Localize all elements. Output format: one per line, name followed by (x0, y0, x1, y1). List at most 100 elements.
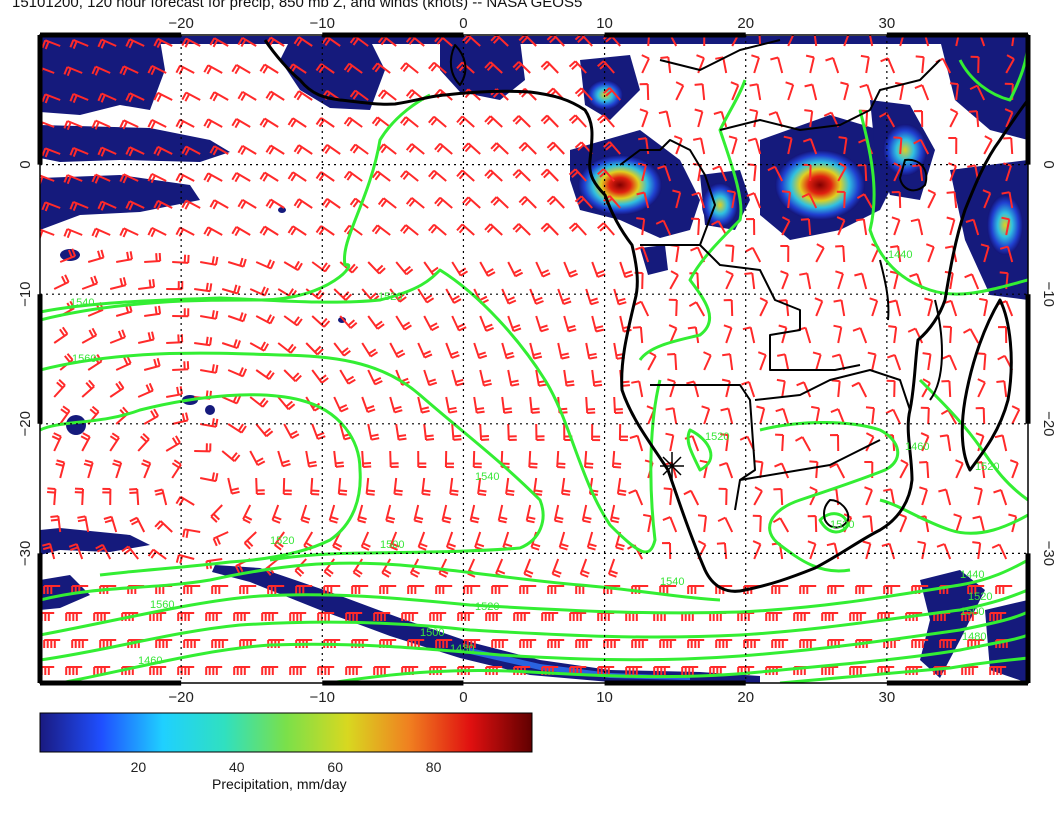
wind-barb (557, 288, 572, 306)
wind-barb (283, 315, 303, 327)
wind-barb (339, 369, 356, 385)
wind-barb (662, 516, 678, 533)
wind-barb (239, 585, 257, 594)
wind-barb (603, 141, 621, 155)
wind-barb (47, 487, 57, 506)
wind-barb (337, 477, 348, 496)
wind-barb (661, 35, 678, 47)
contour-line (918, 378, 1028, 502)
wind-barb (175, 172, 195, 183)
wind-barb (259, 171, 279, 182)
precip-streak (212, 565, 760, 683)
wind-barb (221, 450, 241, 462)
wind-barb (746, 192, 762, 209)
lon-tick-label-bottom: 20 (737, 689, 754, 706)
wind-barb (249, 396, 269, 408)
wind-barb (138, 278, 156, 290)
colorbar-ticks: 20 40 60 80 (131, 759, 442, 775)
wind-barb (949, 108, 959, 128)
wind-barb (116, 251, 133, 263)
wind-barb (212, 531, 229, 547)
wind-barb (462, 142, 481, 155)
wind-barb (175, 64, 195, 75)
wind-barb (200, 256, 219, 266)
border (659, 39, 781, 71)
wind-barb (999, 245, 1014, 263)
wind-barb (967, 585, 985, 594)
wind-barb (265, 198, 285, 209)
wind-barb (668, 324, 678, 344)
wind-barb (890, 245, 902, 263)
wind-barb (153, 91, 173, 103)
contour-line (858, 109, 1028, 296)
wind-barb (321, 35, 341, 47)
wind-barb (512, 61, 531, 74)
wind-barb (389, 450, 399, 468)
wind-barb (462, 196, 481, 209)
wind-barb (591, 423, 601, 442)
wind-barb (265, 144, 285, 155)
wind-barb (63, 66, 83, 77)
wind-barb (647, 35, 651, 47)
wind-barb (691, 191, 706, 209)
wind-barb (194, 443, 212, 453)
lon-tick-label-bottom: −10 (310, 689, 335, 706)
wind-barb (805, 54, 815, 74)
contour-label: 1480 (450, 643, 474, 655)
wind-barb (994, 434, 1008, 452)
wind-barb (939, 434, 952, 452)
wind-barb (856, 193, 874, 209)
wind-barb (283, 423, 300, 439)
wind-barb (81, 275, 99, 290)
wind-barb (783, 135, 793, 155)
wind-barb (445, 342, 460, 359)
wind-barb (315, 171, 335, 182)
wind-barb (434, 142, 453, 155)
wind-barb (717, 516, 734, 533)
contour-label: 1520 (270, 535, 294, 547)
wind-barb (451, 261, 469, 277)
wind-barb (914, 84, 930, 101)
wind-barb (619, 261, 634, 279)
wind-barb (323, 585, 341, 594)
wind-barb (745, 246, 762, 263)
contour-line (40, 393, 362, 577)
wind-barb (53, 326, 69, 344)
wind-barb (859, 83, 874, 101)
wind-barb (417, 342, 433, 359)
wind-barb (137, 433, 150, 452)
wind-barb (785, 81, 795, 101)
wind-barb (812, 351, 822, 371)
wind-barb (660, 56, 672, 74)
wind-barb (867, 351, 877, 371)
map-area: 1540 1520 1560 1540 1520 1560 1540 1520 1500 1480… (40, 35, 1028, 683)
border (640, 244, 861, 371)
wind-barb (765, 612, 783, 621)
wind-barb (445, 396, 458, 414)
wind-barb (381, 558, 392, 578)
wind-barb (807, 515, 818, 533)
wind-barb (417, 450, 427, 468)
contour-label: 1540 (475, 471, 499, 483)
wind-barb (490, 142, 509, 155)
wind-barb (920, 406, 930, 425)
wind-barb (972, 541, 982, 560)
wind-barb (720, 433, 730, 452)
wind-barb (371, 170, 391, 182)
wind-barb (42, 542, 56, 560)
wind-barb (965, 218, 980, 236)
wind-barb (899, 459, 909, 479)
wind-barb (172, 308, 190, 318)
wind-barb (563, 369, 575, 387)
colorbar-tick-label: 80 (426, 759, 442, 775)
wind-barb (579, 558, 590, 578)
wind-barb (893, 162, 902, 182)
wind-barb (171, 412, 189, 425)
wind-barb (603, 87, 621, 101)
wind-barb (955, 35, 960, 47)
wind-barb (505, 477, 515, 496)
wind-barb (194, 282, 213, 293)
wind-barb (636, 217, 646, 236)
wind-barb (227, 312, 247, 323)
wind-barb (243, 531, 257, 550)
